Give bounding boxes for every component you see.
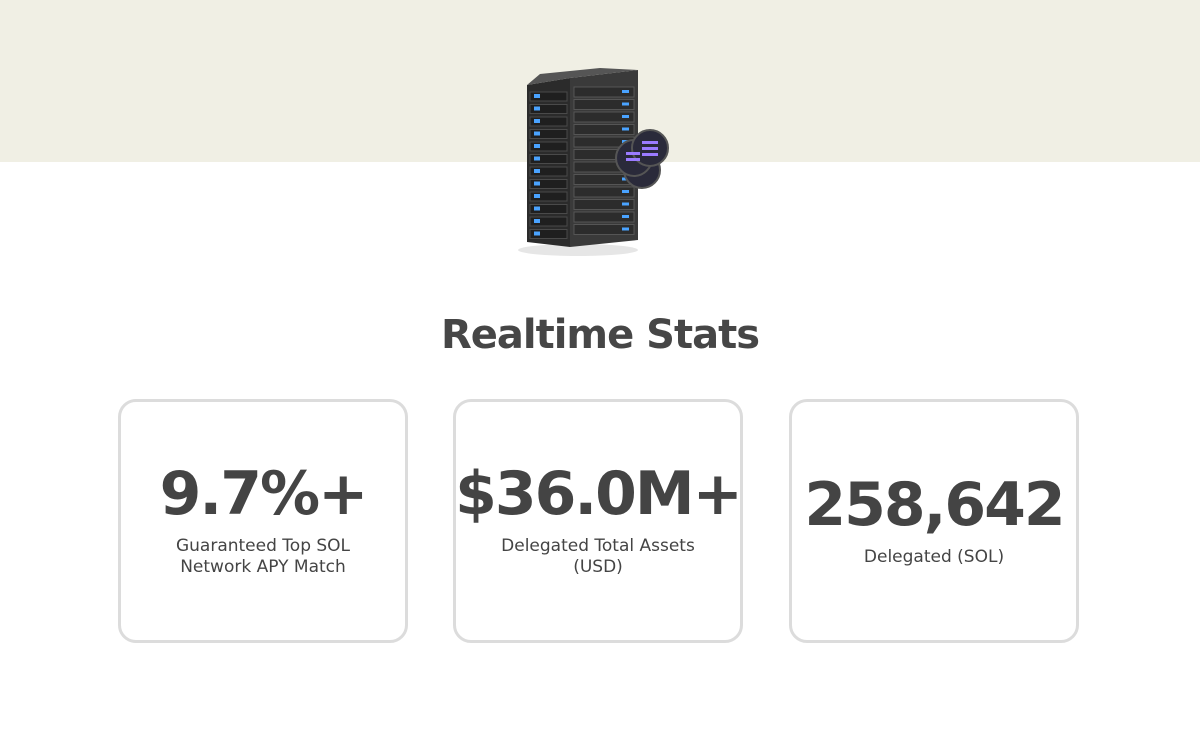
stat-value: 258,642 bbox=[804, 469, 1065, 540]
stat-label: Delegated Total Assets (USD) bbox=[501, 536, 695, 577]
stat-value: 9.7%+ bbox=[159, 459, 369, 529]
stat-card: 9.7%+ Guaranteed Top SOL Network APY Mat… bbox=[118, 399, 408, 643]
server-illustration bbox=[518, 68, 669, 256]
stat-card: $36.0M+ Delegated Total Assets (USD) bbox=[453, 399, 743, 643]
section-title: Realtime Stats bbox=[440, 312, 760, 358]
stat-card: 258,642 Delegated (SOL) bbox=[789, 399, 1079, 643]
stat-label: Guaranteed Top SOL Network APY Match bbox=[175, 536, 351, 577]
stat-value: $36.0M+ bbox=[455, 459, 743, 529]
stat-label: Delegated (SOL) bbox=[863, 546, 1005, 567]
